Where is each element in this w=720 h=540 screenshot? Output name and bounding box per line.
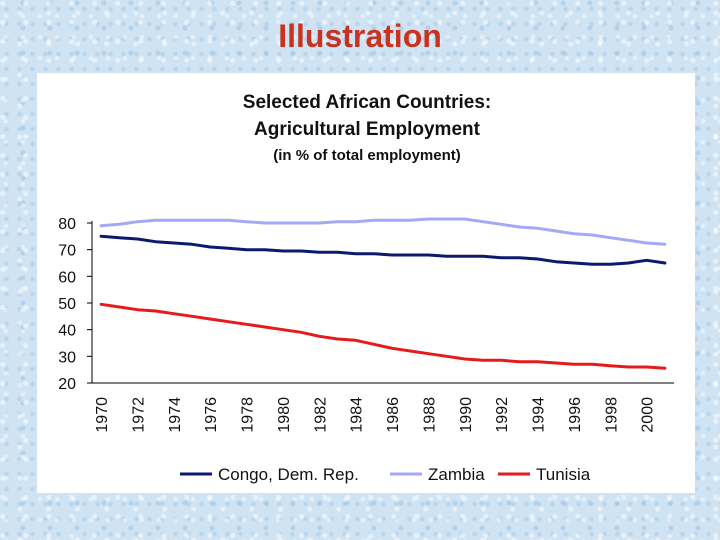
series-line xyxy=(99,217,667,246)
slide-title: Illustration xyxy=(278,18,442,54)
line-chart: Selected African Countries: Agricultural… xyxy=(58,92,674,484)
x-tick-label: 1976 xyxy=(203,397,220,433)
x-tick-label: 1996 xyxy=(567,397,584,433)
x-tick-label: 1978 xyxy=(240,397,257,433)
x-tick-label: 1974 xyxy=(167,397,184,433)
chart-subtitle-units: (in % of total employment) xyxy=(273,147,461,164)
series-line xyxy=(99,302,667,370)
y-tick-label: 40 xyxy=(58,323,76,340)
x-tick-label: 2000 xyxy=(640,397,657,433)
y-tick-label: 50 xyxy=(58,296,76,313)
x-tick-label: 1982 xyxy=(312,397,329,433)
chart-subtitle: Agricultural Employment xyxy=(254,119,481,140)
x-tick-label: 1998 xyxy=(603,397,620,433)
y-tick-label: 80 xyxy=(58,216,76,233)
legend-label: Tunisia xyxy=(536,465,591,484)
chart-panel: Selected African Countries: Agricultural… xyxy=(37,73,695,493)
x-tick-label: 1986 xyxy=(385,397,402,433)
series-line xyxy=(99,234,667,266)
legend-label: Congo, Dem. Rep. xyxy=(218,465,359,484)
x-tick-label: 1992 xyxy=(494,397,511,433)
x-tick-label: 1972 xyxy=(130,397,147,433)
y-tick-label: 60 xyxy=(58,269,76,286)
legend-label: Zambia xyxy=(428,465,485,484)
x-tick-label: 1994 xyxy=(531,397,548,433)
x-tick-label: 1988 xyxy=(421,397,438,433)
x-tick-label: 1990 xyxy=(458,397,475,433)
x-tick-label: 1984 xyxy=(349,397,366,433)
chart-title: Selected African Countries: xyxy=(243,92,491,113)
y-tick-label: 30 xyxy=(58,349,76,366)
x-tick-label: 1980 xyxy=(276,397,293,433)
y-tick-label: 70 xyxy=(58,243,76,260)
x-tick-label: 1970 xyxy=(94,397,111,433)
y-tick-label: 20 xyxy=(58,376,76,393)
